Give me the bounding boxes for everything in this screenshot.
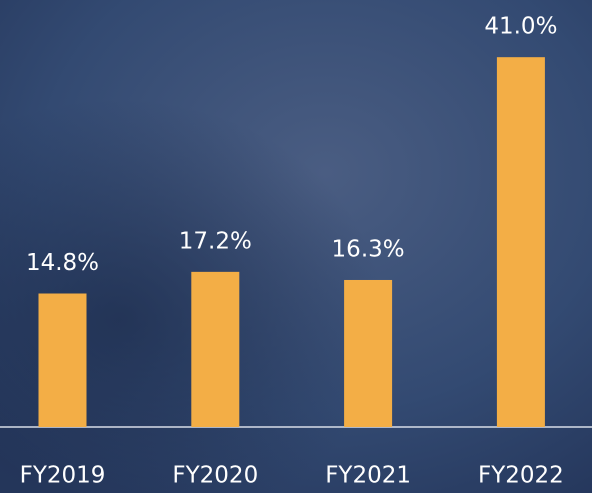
bar [38, 293, 87, 427]
value-label: 41.0% [484, 14, 557, 40]
value-label: 14.8% [26, 250, 99, 276]
x-tick-label: FY2022 [478, 463, 564, 489]
bar [191, 271, 240, 427]
x-tick-label: FY2021 [325, 463, 411, 489]
bar [344, 279, 393, 427]
bar [496, 57, 545, 428]
value-label: 16.3% [332, 236, 405, 262]
value-label: 17.2% [179, 228, 252, 254]
x-tick-label: FY2019 [20, 463, 106, 489]
x-tick-label: FY2020 [172, 463, 258, 489]
